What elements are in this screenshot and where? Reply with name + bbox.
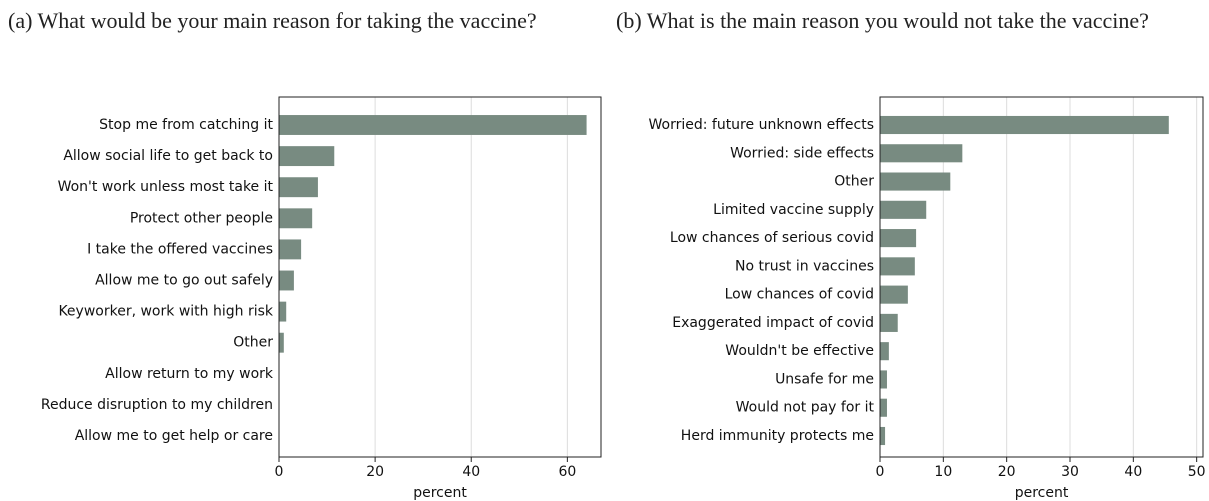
x-tick-label: 30 (1061, 464, 1079, 480)
x-tick-label: 0 (876, 464, 885, 480)
bar (880, 398, 887, 417)
bar (880, 370, 887, 389)
plot-frame (278, 96, 602, 458)
y-tick-label: Allow me to get help or care (75, 428, 273, 444)
y-tick-label: Unsafe for me (775, 371, 874, 387)
y-tick-label: Allow social life to get back to (63, 148, 273, 164)
y-tick-label: Wouldn't be effective (725, 343, 874, 359)
bar (279, 146, 335, 167)
y-tick-label: Won't work unless most take it (58, 179, 274, 195)
bar (279, 177, 318, 198)
x-tick-label: 40 (462, 464, 480, 480)
bar (279, 301, 287, 322)
bar (880, 200, 927, 219)
y-tick-label: Worried: future unknown effects (648, 117, 874, 133)
x-tick-label: 0 (275, 464, 284, 480)
x-axis-label: percent (413, 485, 467, 501)
chart-title: (b) What is the main reason you would no… (616, 8, 1149, 33)
bar (880, 342, 889, 361)
bar (279, 332, 284, 353)
x-tick-label: 50 (1188, 464, 1206, 480)
bar (279, 270, 294, 291)
y-tick-label: Allow me to go out safely (95, 273, 273, 289)
y-tick-label: Other (834, 174, 874, 190)
x-tick-label: 10 (934, 464, 952, 480)
chart-title: (a) What would be your main reason for t… (8, 8, 537, 33)
bar (880, 257, 915, 276)
y-tick-label: Exaggerated impact of covid (672, 315, 874, 331)
x-tick-label: 20 (366, 464, 384, 480)
y-tick-label: Reduce disruption to my children (41, 397, 273, 413)
bar (880, 313, 898, 332)
bar (279, 115, 587, 135)
bar (880, 285, 908, 304)
y-tick-label: Worried: side effects (730, 145, 874, 161)
y-tick-label: No trust in vaccines (735, 258, 874, 274)
y-tick-label: Low chances of serious covid (670, 230, 874, 246)
y-tick-label: Other (233, 335, 273, 351)
y-tick-label: Would not pay for it (736, 400, 875, 416)
y-tick-label: Allow return to my work (105, 366, 274, 382)
bar (880, 229, 917, 248)
y-tick-label: Low chances of covid (725, 287, 874, 303)
x-tick-label: 60 (558, 464, 576, 480)
x-tick-label: 40 (1124, 464, 1142, 480)
y-tick-label: Protect other people (130, 210, 273, 226)
y-tick-label: Keyworker, work with high risk (58, 304, 273, 320)
y-tick-label: Herd immunity protects me (681, 428, 874, 444)
y-tick-label: I take the offered vaccines (87, 241, 273, 257)
y-tick-label: Stop me from catching it (99, 117, 273, 133)
plot-frame (879, 96, 1204, 458)
y-tick-label: Limited vaccine supply (713, 202, 874, 218)
bar (880, 172, 951, 191)
x-axis-label: percent (1015, 485, 1069, 501)
bar (279, 239, 302, 260)
bar (279, 208, 313, 229)
bar (880, 115, 1169, 135)
bar (880, 426, 886, 446)
x-tick-label: 20 (998, 464, 1016, 480)
bar (880, 144, 963, 163)
